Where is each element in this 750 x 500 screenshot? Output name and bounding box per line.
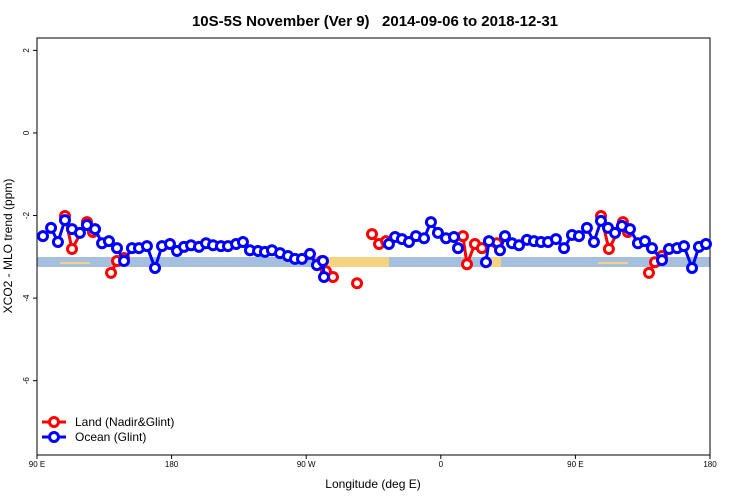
point bbox=[382, 238, 395, 251]
point bbox=[351, 277, 364, 290]
x-tick-label: 90 E bbox=[29, 460, 45, 469]
point bbox=[451, 242, 464, 255]
legend-label: Ocean (Glint) bbox=[75, 430, 146, 444]
y-tick-label: 0 bbox=[22, 130, 31, 135]
y-tick-label: -2 bbox=[22, 211, 31, 219]
point bbox=[482, 235, 495, 248]
surface-strip bbox=[37, 257, 710, 267]
legend-marker bbox=[48, 416, 60, 428]
legend-box bbox=[38, 412, 188, 450]
point bbox=[460, 258, 473, 271]
point bbox=[317, 271, 330, 284]
point bbox=[479, 256, 492, 269]
point bbox=[572, 230, 585, 243]
point bbox=[105, 266, 118, 279]
chart-title: 10S-5S November (Ver 9) 2014-09-06 to 20… bbox=[192, 13, 558, 30]
point bbox=[513, 239, 526, 252]
y-tick-label: 2 bbox=[22, 48, 31, 53]
legend-marker bbox=[48, 431, 60, 443]
point bbox=[498, 230, 511, 243]
x-tick-label: 180 bbox=[703, 460, 717, 469]
x-axis-title: Longitude (deg E) bbox=[325, 477, 420, 491]
point bbox=[236, 235, 249, 248]
x-tick-label: 90 W bbox=[297, 460, 316, 469]
point bbox=[51, 235, 64, 248]
point bbox=[699, 238, 712, 251]
point bbox=[36, 230, 49, 243]
point bbox=[366, 228, 379, 241]
point bbox=[645, 242, 658, 255]
x-tick-label: 0 bbox=[439, 460, 444, 469]
point bbox=[594, 214, 607, 227]
land-strip bbox=[325, 257, 389, 267]
point bbox=[45, 221, 58, 234]
point bbox=[623, 223, 636, 236]
point bbox=[118, 254, 131, 267]
point bbox=[316, 254, 329, 267]
point bbox=[447, 231, 460, 244]
point bbox=[424, 216, 437, 229]
point bbox=[163, 238, 176, 251]
point bbox=[558, 242, 571, 255]
point bbox=[475, 242, 488, 255]
point bbox=[686, 261, 699, 274]
land-strip bbox=[60, 262, 90, 264]
land-strip bbox=[598, 262, 628, 264]
point bbox=[494, 244, 507, 257]
point bbox=[655, 254, 668, 267]
plot-area bbox=[36, 209, 712, 290]
legend-label: Land (Nadir&Glint) bbox=[75, 415, 174, 429]
point bbox=[587, 235, 600, 248]
point bbox=[642, 266, 655, 279]
point bbox=[580, 221, 593, 234]
point bbox=[602, 242, 615, 255]
point bbox=[303, 247, 316, 260]
point bbox=[65, 242, 78, 255]
y-tick-label: -6 bbox=[22, 377, 31, 385]
point bbox=[73, 226, 86, 239]
point bbox=[102, 235, 115, 248]
point bbox=[89, 223, 102, 236]
point bbox=[677, 240, 690, 253]
point bbox=[638, 235, 651, 248]
land-strip bbox=[490, 257, 501, 267]
y-axis-title: XCO2 - MLO trend (ppm) bbox=[1, 179, 15, 314]
x-tick-label: 180 bbox=[165, 460, 179, 469]
point bbox=[609, 226, 622, 239]
y-tick-label: -4 bbox=[22, 294, 31, 302]
legend: Land (Nadir&Glint)Ocean (Glint) bbox=[42, 415, 174, 444]
point bbox=[549, 233, 562, 246]
point bbox=[111, 242, 124, 255]
point bbox=[148, 261, 161, 274]
x-tick-label: 90 E bbox=[567, 460, 583, 469]
point bbox=[140, 240, 153, 253]
point bbox=[58, 214, 71, 227]
point bbox=[431, 226, 444, 239]
point bbox=[296, 252, 309, 265]
point bbox=[418, 232, 431, 245]
